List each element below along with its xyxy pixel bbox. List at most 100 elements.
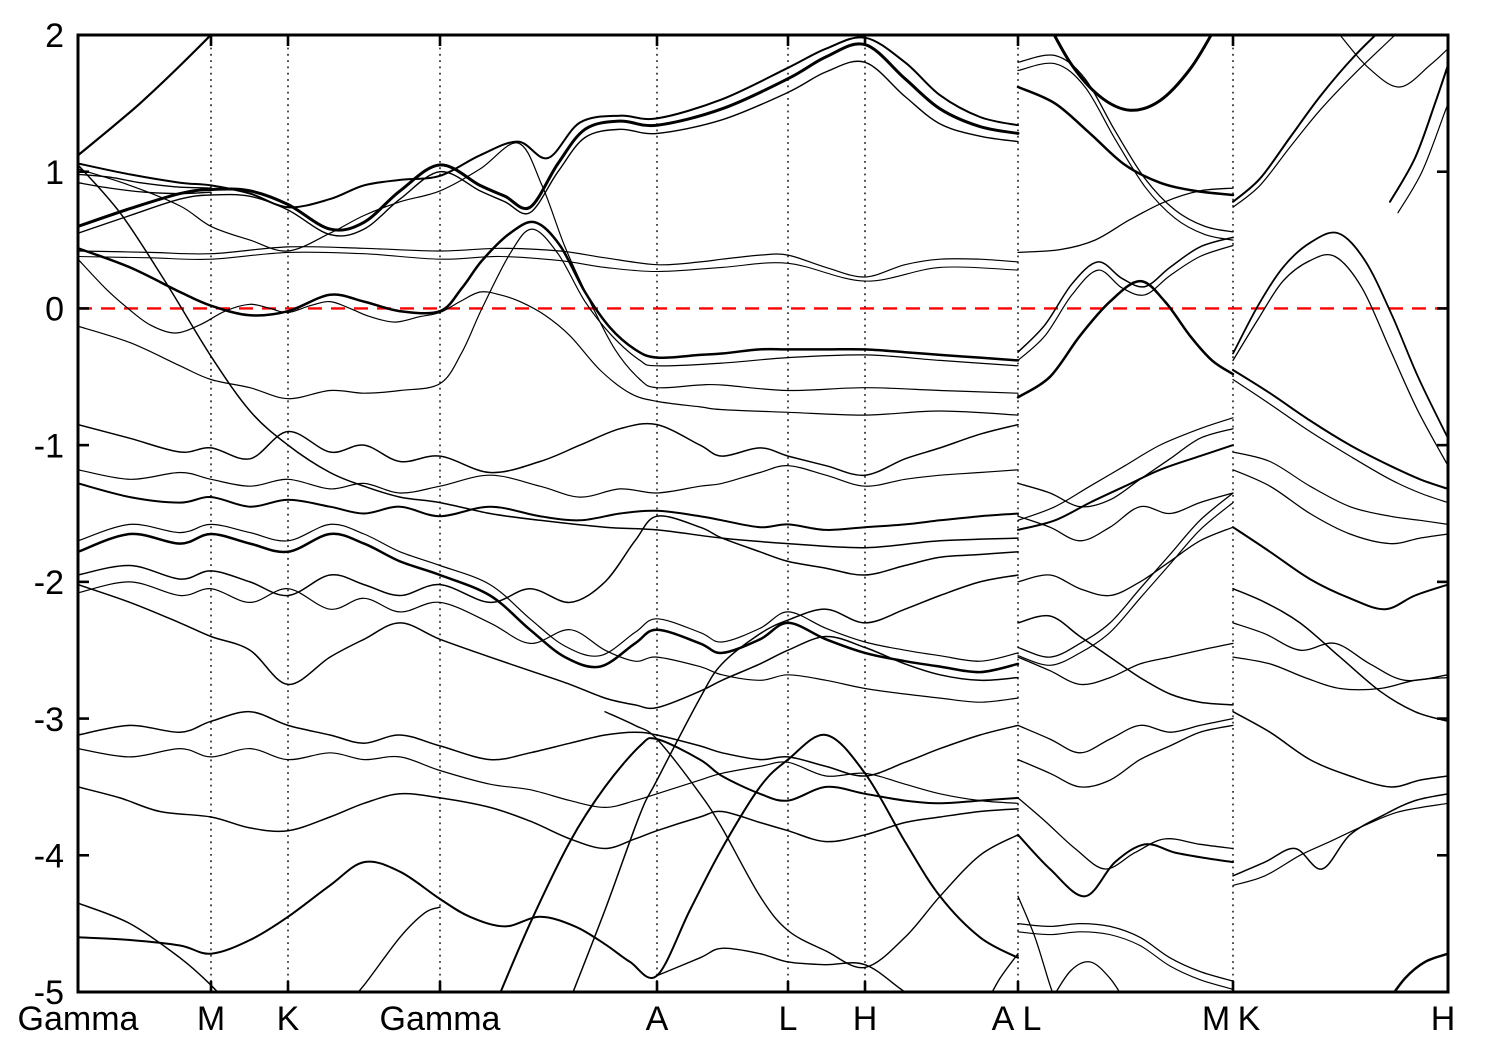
band-curve: [499, 737, 1019, 992]
x-axis-kpoint-label: A: [992, 1000, 1015, 1038]
band-curve: [1232, 451, 1448, 525]
band-curve: [1232, 710, 1448, 788]
x-axis-kpoint-label: M: [197, 1000, 225, 1038]
band-curve: [1397, 102, 1448, 214]
x-axis-kpoint-label: L: [779, 1000, 798, 1038]
x-axis-kpoint-label: H: [853, 1000, 878, 1038]
band-curve: [1055, 961, 1121, 992]
band-curve: [78, 422, 1019, 477]
x-axis-kpoint-label: K: [277, 1000, 300, 1038]
band-curve: [78, 182, 212, 195]
band-curve: [1232, 378, 1448, 504]
band-curve: [78, 60, 1019, 237]
band-curve: [78, 747, 1019, 808]
band-curve: [1016, 85, 1235, 197]
plot-frame: [76, 33, 1450, 994]
band-curve: [1017, 62, 1234, 241]
band-curve: [1232, 35, 1396, 208]
band-curve: [1017, 797, 1234, 870]
y-axis-tick-label: -3: [34, 701, 64, 739]
band-curve: [78, 228, 1019, 400]
band-curve: [1017, 642, 1234, 686]
band-curve: [78, 515, 1019, 604]
x-axis-kpoint-label: M: [1202, 1000, 1230, 1038]
band-curve: [1052, 35, 1213, 112]
band-curve: [78, 465, 1019, 498]
x-axis-kpoint-label: Gamma: [18, 1000, 139, 1038]
band-curves: [78, 35, 1448, 992]
x-axis-kpoint-label: A: [646, 1000, 669, 1038]
band-curve: [78, 902, 219, 992]
band-curve: [1017, 417, 1234, 521]
band-curve: [1017, 724, 1234, 788]
band-curve: [78, 710, 1019, 777]
x-axis-kpoint-label: H: [1431, 1000, 1456, 1038]
axis-ticks: [76, 33, 1450, 994]
x-axis-kpoint-label: K: [1238, 1000, 1261, 1038]
band-curve: [1016, 279, 1235, 399]
band-curve: [78, 35, 213, 157]
band-curve: [1017, 428, 1234, 508]
band-curve: [1232, 802, 1448, 886]
band-curve: [78, 581, 1019, 703]
band-curve: [357, 906, 441, 992]
x-axis-kpoint-label: Gamma: [380, 1000, 501, 1038]
band-curve: [1017, 931, 1234, 990]
band-curve: [1017, 54, 1234, 233]
x-axis-kpoint-label: L: [1023, 1000, 1042, 1038]
band-curve: [1232, 656, 1448, 691]
y-axis-tick-label: -1: [34, 427, 64, 465]
band-curve: [1392, 952, 1448, 992]
band-curve: [1232, 469, 1448, 545]
band-curve: [1389, 64, 1448, 203]
band-curve: [1017, 244, 1234, 361]
band-curve: [78, 251, 1019, 282]
y-axis-tick-label: 0: [45, 291, 64, 329]
band-curve: [604, 711, 1019, 969]
band-curve: [1017, 614, 1234, 706]
y-axis-tick-label: -4: [34, 838, 64, 876]
band-curve: [1017, 833, 1234, 898]
band-curve: [1232, 622, 1448, 682]
band-curve: [1017, 492, 1234, 542]
band-curve: [78, 482, 1019, 531]
band-curve: [78, 786, 1019, 850]
band-curve: [78, 164, 1019, 549]
band-curve: [1017, 717, 1234, 754]
y-axis-tick-label: 1: [45, 154, 64, 192]
band-curve: [1017, 922, 1234, 982]
band-curve: [78, 583, 1019, 710]
y-axis-tick-label: 2: [45, 17, 64, 55]
band-curve: [1017, 526, 1234, 597]
band-curve: [78, 42, 1020, 232]
band-curve: [1017, 187, 1234, 254]
band-curve: [1017, 895, 1054, 992]
y-axis-labels: 2 1 0 -1 -2 -3 -4 -5: [34, 17, 64, 1012]
x-axis-labels: Gamma M K Gamma A L H A L M K H: [18, 1000, 1456, 1038]
band-curve: [1232, 369, 1448, 490]
band-curve: [1017, 502, 1234, 666]
y-axis-tick-label: -5: [34, 974, 64, 1012]
band-curve: [1232, 793, 1448, 877]
band-curve: [1017, 492, 1234, 658]
band-curve: [1017, 444, 1234, 531]
band-curve: [1339, 35, 1448, 88]
band-curve: [656, 947, 907, 992]
band-curve: [1232, 35, 1377, 203]
y-axis-tick-label: -2: [34, 564, 64, 602]
band-curve: [78, 523, 1019, 662]
band-curve: [1232, 253, 1448, 467]
band-curve: [78, 220, 1020, 362]
band-curve: [78, 532, 1020, 674]
band-curve: [78, 733, 1019, 979]
band-curve: [78, 246, 1019, 278]
band-curve: [991, 953, 1019, 992]
band-curve: [1232, 231, 1448, 440]
band-curve: [78, 36, 1019, 209]
band-curve: [572, 574, 1019, 992]
plot-border: [76, 33, 1450, 994]
band-curve: [78, 258, 1019, 416]
band-curve: [1232, 587, 1448, 723]
